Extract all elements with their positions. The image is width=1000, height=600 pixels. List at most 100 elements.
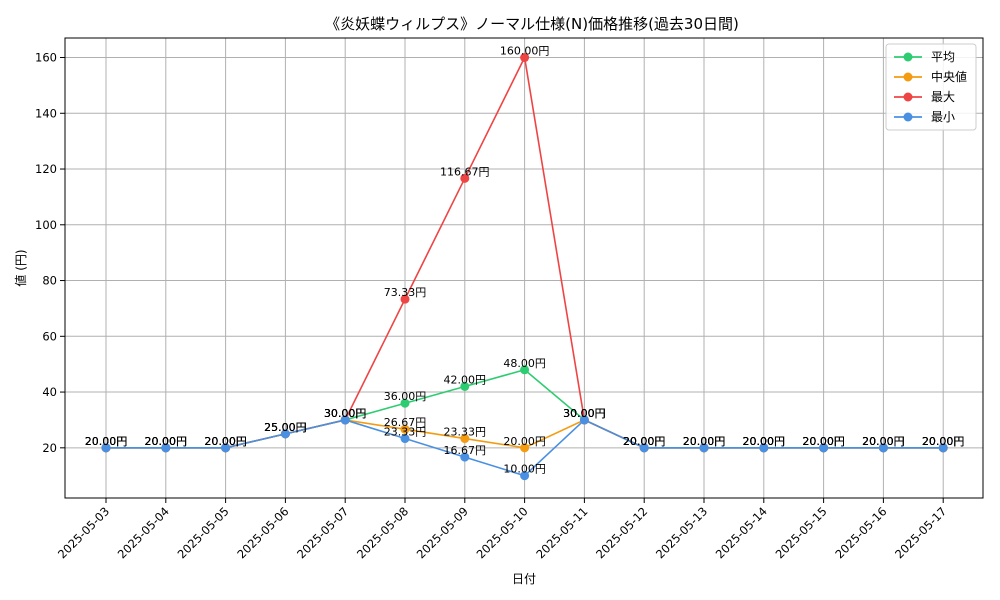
x-tick-label: 2025-05-17 <box>892 504 949 561</box>
data-label: 20.00円 <box>503 435 546 448</box>
data-label: 48.00円 <box>503 357 546 370</box>
data-label: 30.00円 <box>324 407 367 420</box>
data-label: 73.33円 <box>384 286 427 299</box>
x-tick-label: 2025-05-11 <box>533 504 590 561</box>
data-point <box>819 443 829 453</box>
legend-marker <box>903 52 913 62</box>
y-tick-label: 160 <box>35 51 57 65</box>
data-label: 20.00円 <box>922 435 965 448</box>
data-point <box>101 443 111 453</box>
data-point <box>400 398 410 408</box>
data-label: 20.00円 <box>204 435 247 448</box>
data-point <box>460 173 470 183</box>
data-label: 20.00円 <box>145 435 188 448</box>
y-tick-label: 80 <box>42 274 57 288</box>
data-label: 20.00円 <box>85 435 128 448</box>
data-point <box>460 381 470 391</box>
x-tick-label: 2025-05-13 <box>653 504 710 561</box>
data-label: 20.00円 <box>204 435 247 448</box>
data-label: 30.00円 <box>563 407 606 420</box>
data-point <box>460 434 470 444</box>
plot-frame <box>64 37 984 499</box>
data-point <box>460 452 470 462</box>
data-label: 20.00円 <box>85 435 128 448</box>
data-point <box>221 443 231 453</box>
data-label: 20.00円 <box>802 435 845 448</box>
data-label: 20.00円 <box>683 435 726 448</box>
data-label: 20.00円 <box>623 435 666 448</box>
legend-box <box>885 43 977 131</box>
data-point <box>699 443 709 453</box>
data-point <box>878 443 888 453</box>
data-label: 30.00円 <box>563 407 606 420</box>
legend-label: 中央値 <box>931 69 967 84</box>
data-label: 25.00円 <box>264 421 307 434</box>
data-label: 20.00円 <box>743 435 786 448</box>
x-tick-label: 2025-05-15 <box>773 504 830 561</box>
x-tick-label: 2025-05-05 <box>175 504 232 561</box>
data-label: 30.00円 <box>324 407 367 420</box>
x-tick-label: 2025-05-03 <box>55 504 112 561</box>
data-label: 25.00円 <box>264 421 307 434</box>
x-tick-label: 2025-05-12 <box>593 504 650 561</box>
data-point <box>938 443 948 453</box>
data-label: 20.00円 <box>204 435 247 448</box>
y-tick-label: 100 <box>35 218 57 232</box>
data-point <box>520 53 530 63</box>
x-tick-label: 2025-05-07 <box>294 504 351 561</box>
data-point <box>161 443 171 453</box>
x-tick-label: 2025-05-08 <box>354 504 411 561</box>
y-tick-label: 120 <box>35 162 57 176</box>
data-label: 20.00円 <box>922 435 965 448</box>
y-axis-label: 値 (円) <box>13 249 28 286</box>
data-point <box>280 429 290 439</box>
y-tick-label: 140 <box>35 106 57 120</box>
data-label: 30.00円 <box>563 407 606 420</box>
data-label: 30.00円 <box>563 407 606 420</box>
grid <box>65 38 983 498</box>
data-label: 20.00円 <box>623 435 666 448</box>
data-point <box>759 443 769 453</box>
legend-label: 最大 <box>931 90 955 104</box>
x-tick-label: 2025-05-04 <box>115 504 172 561</box>
data-label: 20.00円 <box>922 435 965 448</box>
data-label: 26.67円 <box>384 416 427 429</box>
data-label: 160.00円 <box>500 45 550 58</box>
data-label: 20.00円 <box>802 435 845 448</box>
data-label: 30.00円 <box>324 407 367 420</box>
legend-marker <box>903 112 913 122</box>
data-point <box>400 424 410 434</box>
data-label: 20.00円 <box>623 435 666 448</box>
y-axis-ticks: 20 40 60 80 100 120 140 160 <box>35 51 65 455</box>
data-label: 20.00円 <box>85 435 128 448</box>
data-point <box>340 415 350 425</box>
data-point <box>520 443 530 453</box>
data-label: 20.00円 <box>802 435 845 448</box>
data-label: 36.00円 <box>384 390 427 403</box>
data-label: 20.00円 <box>862 435 905 448</box>
data-label: 20.00円 <box>922 435 965 448</box>
chart-title: 《炎妖蝶ウィルプス》ノーマル仕様(N)価格推移(過去30日間) <box>325 15 739 33</box>
data-labels: 20.00円 20.00円 20.00円 25.00円 30.00円 36.00円 42.0… <box>85 45 965 476</box>
data-label: 20.00円 <box>145 435 188 448</box>
legend-label: 最小 <box>931 110 955 124</box>
data-label: 23.33円 <box>384 426 427 439</box>
data-label: 20.00円 <box>85 435 128 448</box>
data-point <box>400 294 410 304</box>
x-tick-label: 2025-05-10 <box>474 504 531 561</box>
data-label: 16.67円 <box>444 444 487 457</box>
data-label: 20.00円 <box>862 435 905 448</box>
series-lines <box>101 53 948 481</box>
data-label: 20.00円 <box>145 435 188 448</box>
data-label: 20.00円 <box>862 435 905 448</box>
legend-marker <box>903 92 913 102</box>
data-label: 20.00円 <box>145 435 188 448</box>
data-label: 20.00円 <box>802 435 845 448</box>
data-point <box>639 443 649 453</box>
x-tick-label: 2025-05-16 <box>832 504 889 561</box>
legend-label: 平均 <box>931 50 955 64</box>
data-label: 20.00円 <box>204 435 247 448</box>
data-point <box>520 471 530 481</box>
